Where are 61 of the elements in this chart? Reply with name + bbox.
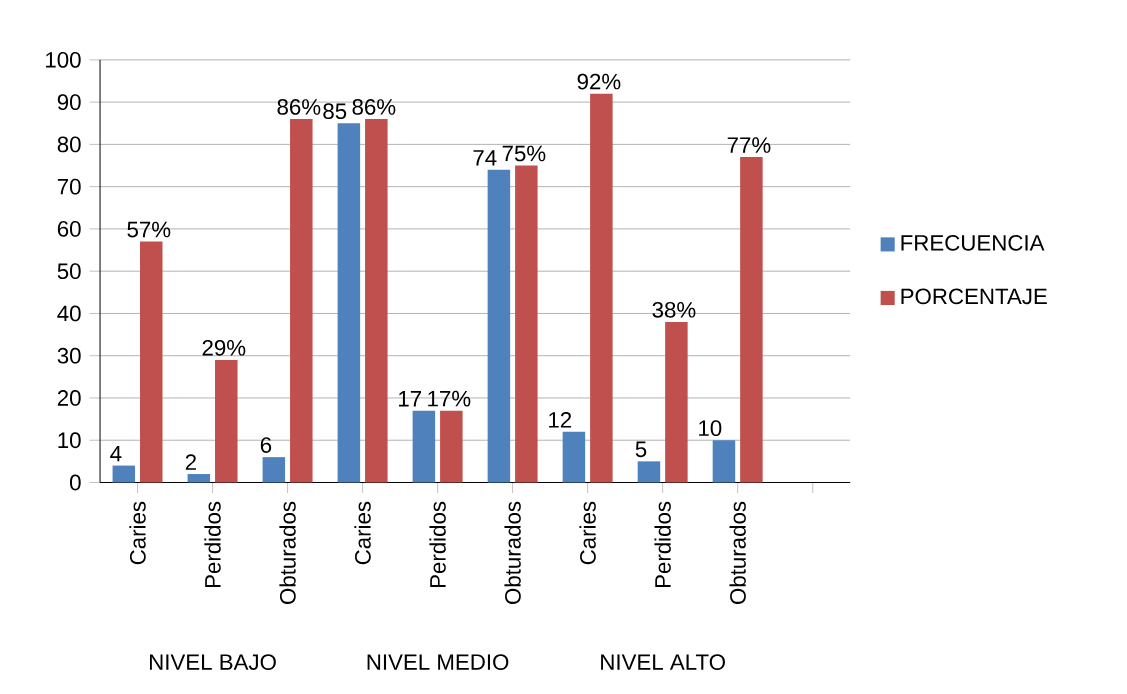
text: NIVEL BAJO — [149, 654, 276, 671]
data-label: 75% — [502, 145, 546, 162]
y-tick-label: 0 — [70, 474, 81, 491]
y-tick-label: 20 — [57, 390, 81, 406]
data-label: 10 — [699, 420, 722, 437]
data-label: 92% — [577, 73, 621, 90]
data-label: 85 — [323, 103, 347, 120]
bar — [712, 440, 736, 483]
bar — [262, 457, 286, 483]
bar — [665, 321, 688, 483]
data-label: 6 — [260, 437, 272, 454]
data-label: 12 — [549, 412, 572, 428]
bar — [515, 165, 538, 483]
y-tick-label: 60 — [57, 221, 81, 237]
x-tick-label: Obturados — [729, 501, 746, 605]
x-tick-label: Obturados — [504, 501, 521, 605]
bar — [187, 474, 211, 483]
data-label: 57% — [127, 221, 171, 238]
data-label: 86% — [352, 99, 396, 115]
bar — [112, 465, 136, 483]
x-tick-label: Perdidos — [204, 501, 221, 588]
x-tick-label: Obturados — [279, 501, 296, 605]
bar — [562, 431, 586, 483]
y-tick-label: 100 — [46, 52, 81, 68]
x-tick-label: Caries — [579, 501, 596, 565]
bar — [215, 360, 238, 483]
y-tick-label: 80 — [57, 136, 81, 153]
x-tick-label: Perdidos — [429, 501, 446, 588]
data-label: 5 — [635, 441, 647, 458]
text: NIVEL ALTO — [601, 654, 725, 671]
bar — [440, 410, 463, 483]
x-tick-label: Caries — [129, 501, 146, 565]
bar — [412, 410, 436, 483]
data-label: 2 — [185, 454, 196, 470]
y-tick-label: 70 — [57, 178, 81, 195]
bar — [487, 169, 511, 483]
y-tick-label: 50 — [57, 263, 81, 280]
bar — [637, 461, 661, 483]
data-label: 38% — [652, 301, 696, 318]
y-tick-label: 30 — [57, 347, 81, 364]
y-tick-label: 40 — [57, 305, 81, 322]
data-label: 17 — [399, 391, 422, 407]
data-label: 74 — [473, 150, 497, 166]
bar — [365, 119, 388, 483]
y-tick-label: 10 — [58, 432, 81, 449]
bar — [590, 93, 613, 483]
data-label: 86% — [277, 99, 321, 115]
bar — [290, 119, 313, 483]
data-label: 29% — [202, 340, 246, 356]
x-tick-label: Perdidos — [654, 501, 671, 588]
text: NIVEL MEDIO — [367, 654, 509, 671]
data-label: 4 — [110, 446, 122, 462]
data-label: 17% — [428, 390, 471, 407]
bar — [140, 241, 163, 483]
legend-label: FRECUENCIA — [901, 235, 1045, 251]
x-tick-label: Caries — [354, 501, 371, 565]
bar — [337, 123, 361, 483]
bar — [740, 157, 763, 483]
data-label: 77% — [727, 137, 771, 153]
y-tick-label: 90 — [57, 94, 81, 111]
legend-label: PORCENTAJE — [901, 288, 1047, 305]
